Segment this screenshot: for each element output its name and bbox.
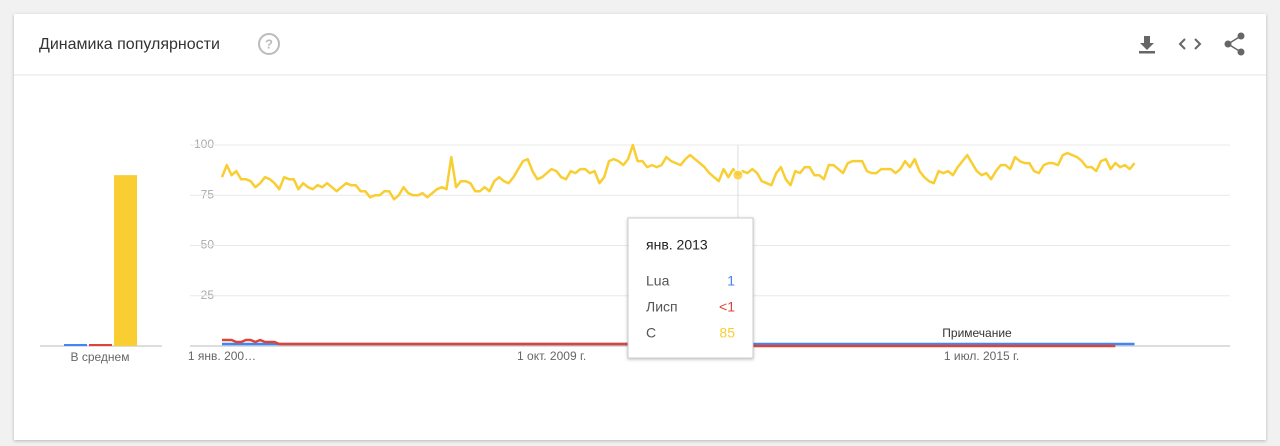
embed-icon[interactable] — [1178, 38, 1202, 50]
y-tick-label: 25 — [201, 288, 215, 302]
tooltip-box — [627, 217, 754, 359]
tooltip-value: <1 — [719, 299, 735, 315]
card-title: Динамика популярности — [39, 36, 220, 53]
hover-dot — [732, 169, 744, 181]
x-tick-label: 1 июл. 2015 г. — [944, 349, 1019, 363]
annotation: Примечание — [942, 326, 1012, 340]
tooltip-value: 85 — [719, 325, 735, 341]
tooltip-name: C — [646, 325, 656, 341]
tooltip: янв. 2013 Lua 1 Лисп <1 C 85 — [627, 217, 754, 359]
download-icon[interactable] — [1139, 36, 1155, 54]
tooltip-value: 1 — [727, 273, 735, 289]
avg-bar — [64, 343, 87, 346]
x-tick-label: 1 окт. 2009 г. — [517, 349, 586, 363]
avg-label: В среднем — [71, 350, 130, 364]
y-tick-label: 100 — [194, 137, 214, 151]
avg-bar — [114, 175, 137, 346]
x-tick-label: 1 янв. 200… — [188, 349, 256, 363]
y-tick-label: 50 — [201, 238, 215, 252]
avg-bar — [89, 343, 112, 346]
svg-text:?: ? — [265, 36, 273, 51]
tooltip-name: Лисп — [646, 299, 678, 315]
y-tick-label: 75 — [201, 187, 215, 201]
tooltip-date: янв. 2013 — [646, 237, 708, 253]
series-line — [220, 143, 1136, 201]
help-icon[interactable]: ? — [258, 33, 280, 55]
tooltip-name: Lua — [646, 273, 670, 289]
share-icon[interactable] — [1224, 32, 1245, 56]
